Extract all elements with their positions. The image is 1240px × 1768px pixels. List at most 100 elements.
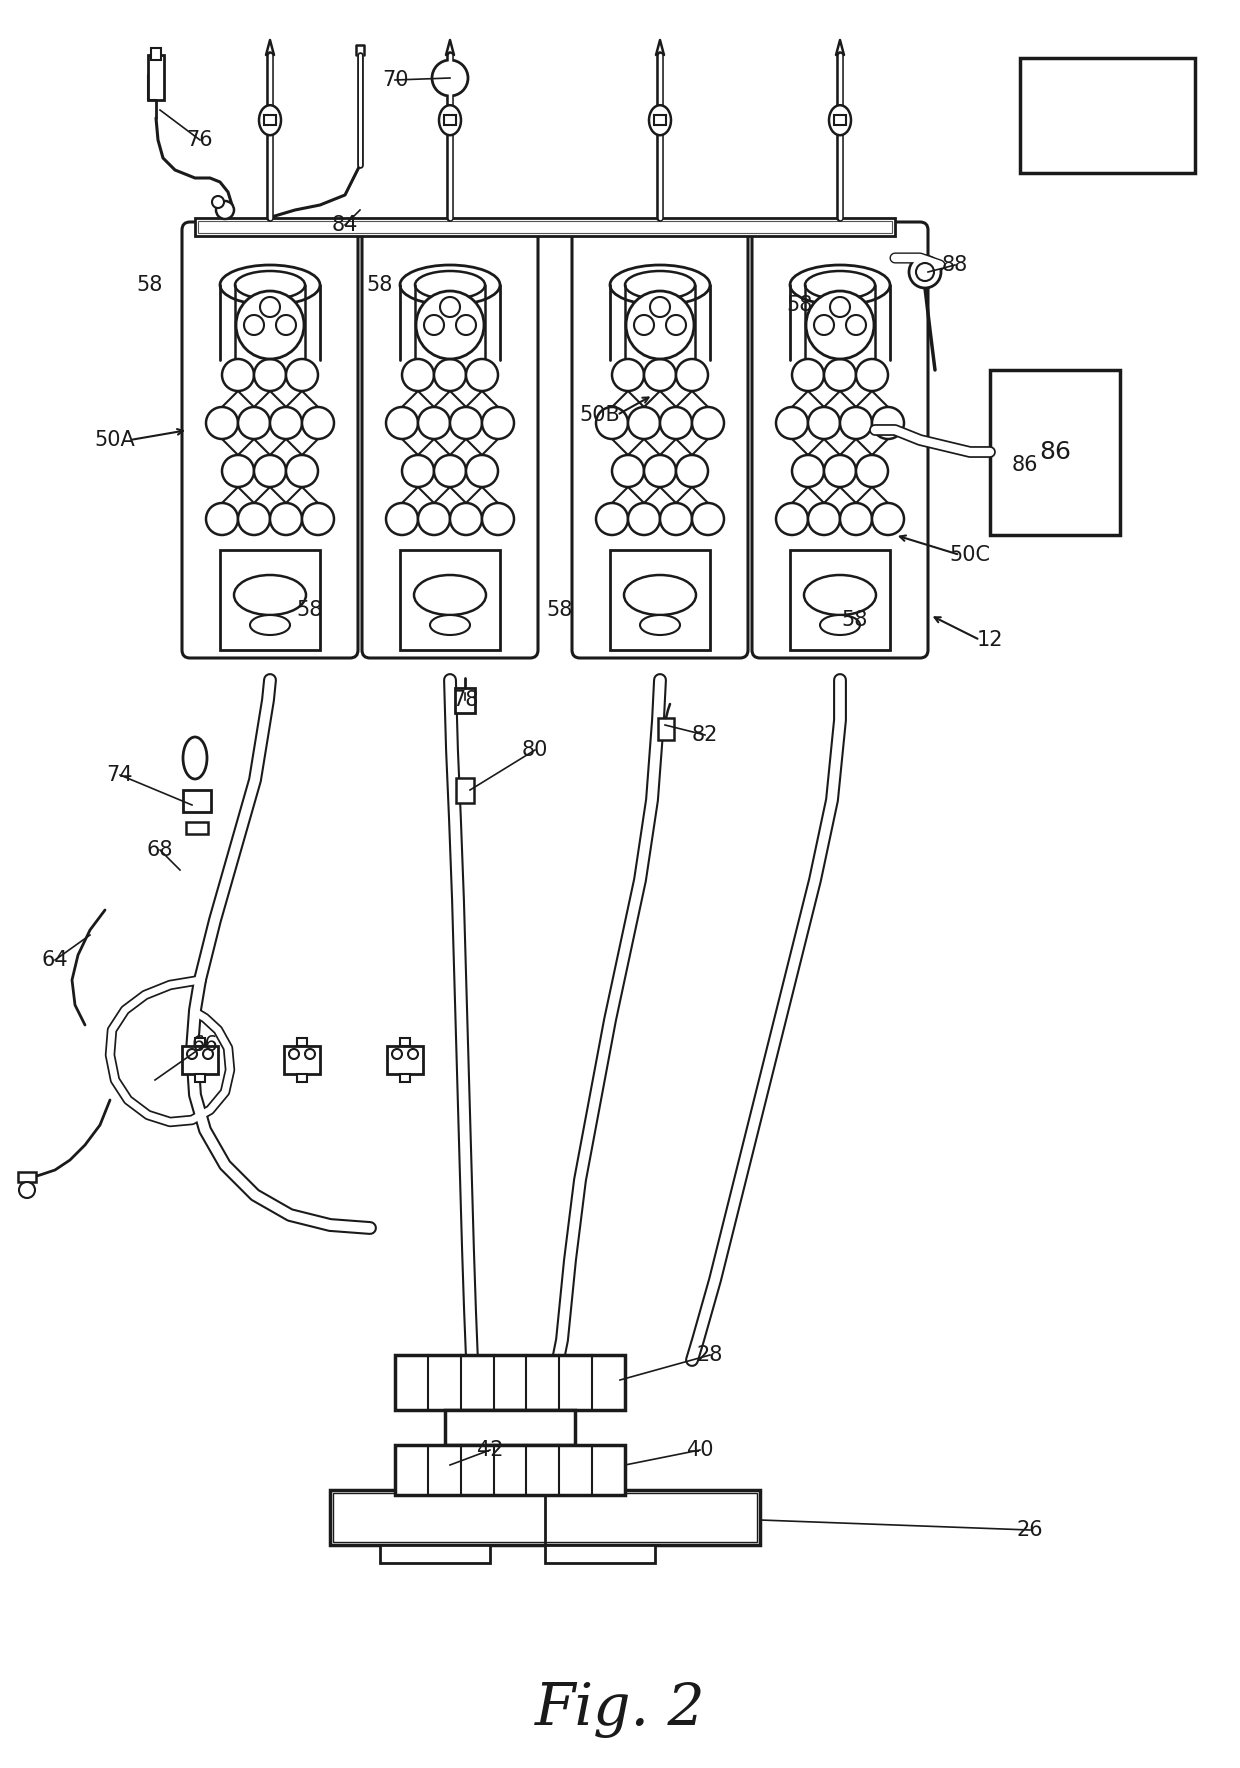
Bar: [264, 115, 277, 126]
Text: 58: 58: [787, 295, 813, 315]
Circle shape: [270, 504, 303, 536]
Circle shape: [676, 454, 708, 486]
Circle shape: [776, 504, 808, 536]
Circle shape: [613, 359, 644, 391]
Bar: [184, 790, 211, 812]
Ellipse shape: [624, 575, 696, 615]
Circle shape: [825, 454, 856, 486]
Text: 58: 58: [136, 276, 164, 295]
Circle shape: [856, 359, 888, 391]
Ellipse shape: [236, 271, 305, 299]
Ellipse shape: [830, 106, 851, 134]
Ellipse shape: [250, 615, 290, 635]
Text: 76: 76: [187, 131, 213, 150]
Circle shape: [212, 196, 224, 209]
Bar: [182, 1047, 218, 1073]
Ellipse shape: [234, 575, 306, 615]
Circle shape: [792, 359, 825, 391]
Circle shape: [660, 504, 692, 536]
Bar: [198, 221, 892, 233]
Text: 80: 80: [522, 741, 548, 760]
Circle shape: [206, 407, 238, 438]
Circle shape: [466, 359, 498, 391]
Bar: [658, 718, 675, 741]
Text: 84: 84: [332, 216, 358, 235]
Circle shape: [402, 454, 434, 486]
Circle shape: [386, 504, 418, 536]
FancyBboxPatch shape: [751, 223, 928, 658]
Circle shape: [456, 315, 476, 334]
Ellipse shape: [401, 265, 500, 306]
Circle shape: [402, 359, 434, 391]
FancyBboxPatch shape: [362, 223, 538, 658]
Circle shape: [270, 407, 303, 438]
Ellipse shape: [259, 106, 281, 134]
Circle shape: [613, 454, 644, 486]
Ellipse shape: [610, 265, 711, 306]
Ellipse shape: [805, 271, 875, 299]
Bar: [151, 48, 161, 60]
Bar: [456, 778, 474, 803]
Ellipse shape: [790, 265, 890, 306]
Circle shape: [627, 407, 660, 438]
Bar: [396, 1354, 625, 1411]
Circle shape: [206, 504, 238, 536]
Circle shape: [808, 407, 839, 438]
Bar: [195, 217, 895, 235]
Bar: [330, 1490, 760, 1545]
Circle shape: [916, 263, 934, 281]
Text: 40: 40: [687, 1439, 713, 1460]
FancyBboxPatch shape: [182, 223, 358, 658]
Ellipse shape: [414, 575, 486, 615]
Circle shape: [830, 297, 849, 316]
Text: 86: 86: [1012, 454, 1038, 476]
Text: 42: 42: [476, 1439, 503, 1460]
Text: 82: 82: [692, 725, 718, 744]
Circle shape: [466, 454, 498, 486]
Circle shape: [432, 60, 467, 95]
Text: 50A: 50A: [94, 430, 135, 451]
Circle shape: [806, 292, 874, 359]
Text: 64: 64: [42, 949, 68, 971]
Circle shape: [596, 407, 627, 438]
Circle shape: [392, 1048, 402, 1059]
Ellipse shape: [439, 106, 461, 134]
Circle shape: [650, 297, 670, 316]
Circle shape: [626, 292, 694, 359]
Circle shape: [676, 359, 708, 391]
FancyBboxPatch shape: [572, 223, 748, 658]
Bar: [387, 1047, 423, 1073]
Ellipse shape: [804, 575, 875, 615]
Circle shape: [839, 407, 872, 438]
Text: 88: 88: [942, 255, 968, 276]
Text: 58: 58: [842, 610, 868, 629]
Circle shape: [450, 407, 482, 438]
Circle shape: [418, 407, 450, 438]
Bar: [148, 55, 164, 101]
Bar: [334, 1492, 756, 1542]
Circle shape: [660, 407, 692, 438]
Bar: [401, 1073, 410, 1082]
Circle shape: [644, 454, 676, 486]
Circle shape: [596, 504, 627, 536]
Bar: [401, 1038, 410, 1047]
Text: 78: 78: [451, 690, 479, 711]
Ellipse shape: [415, 271, 485, 299]
Bar: [298, 1038, 308, 1047]
Circle shape: [450, 504, 482, 536]
Circle shape: [244, 315, 264, 334]
Circle shape: [634, 315, 653, 334]
Circle shape: [813, 315, 835, 334]
Circle shape: [286, 454, 317, 486]
Bar: [19, 1172, 36, 1183]
Circle shape: [846, 315, 866, 334]
Circle shape: [238, 407, 270, 438]
Circle shape: [289, 1048, 299, 1059]
Text: 70: 70: [382, 71, 408, 90]
Circle shape: [872, 407, 904, 438]
Circle shape: [187, 1048, 197, 1059]
Circle shape: [792, 454, 825, 486]
Circle shape: [627, 504, 660, 536]
Circle shape: [418, 504, 450, 536]
Ellipse shape: [640, 615, 680, 635]
